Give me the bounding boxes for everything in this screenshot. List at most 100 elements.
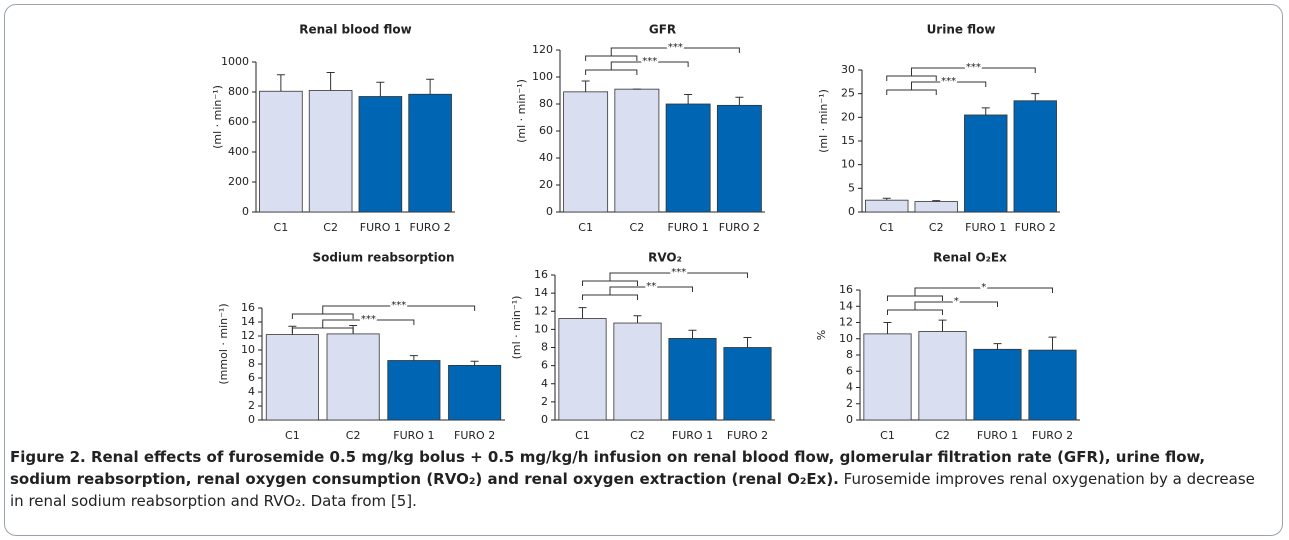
y-tick-label: 2: [541, 395, 548, 408]
y-tick-label: 2: [248, 399, 255, 412]
significance-label: ***: [966, 62, 981, 73]
error-bar: [883, 322, 892, 334]
significance-label: ***: [391, 300, 406, 311]
bar: [1028, 349, 1077, 421]
error-bar: [276, 74, 285, 92]
y-axis-label: (ml · min⁻¹): [817, 89, 830, 153]
error-bar: [633, 315, 642, 324]
y-tick-label: 15: [841, 134, 855, 147]
frame: [4, 4, 1283, 536]
bar: [259, 90, 303, 213]
significance-bracket: [887, 301, 998, 315]
bar: [865, 199, 909, 213]
significance-label: **: [646, 281, 656, 292]
significance-label: ***: [361, 314, 376, 325]
error-bar: [882, 197, 891, 201]
y-tick-label: 14: [534, 286, 548, 299]
error-bar: [581, 80, 590, 92]
bar: [716, 104, 762, 213]
significance-bracket: [887, 287, 1053, 301]
bar: [863, 333, 912, 421]
error-bar: [938, 319, 947, 332]
chart-title: RVO₂: [648, 251, 682, 265]
chart-title: GFR: [649, 23, 676, 37]
chart-title: Renal blood flow: [299, 23, 412, 37]
significance-bracket: [291, 319, 415, 333]
x-tick-label: FURO 1: [360, 221, 401, 234]
significance-bracket: [585, 61, 689, 75]
y-tick-label: 30: [841, 63, 855, 76]
significance-bracket: [886, 81, 987, 95]
caption: Figure 2. Renal effects of furosemide 0.…: [10, 446, 1270, 512]
bar: [558, 318, 607, 421]
y-tick-label: 0: [846, 413, 853, 426]
x-tick-label: C1: [578, 221, 593, 234]
y-tick-label: 80: [539, 97, 553, 110]
y-tick-label: 10: [841, 158, 855, 171]
y-tick-label: 12: [839, 316, 853, 329]
x-tick-label: C2: [630, 221, 645, 234]
error-bar: [932, 200, 941, 202]
bar: [914, 201, 958, 213]
y-tick-label: 5: [848, 181, 855, 194]
x-tick-label: FURO 1: [672, 429, 713, 440]
y-tick-label: 6: [846, 364, 853, 377]
y-tick-label: 0: [541, 413, 548, 426]
x-tick-label: FURO 2: [1015, 221, 1056, 234]
y-tick-label: 0: [546, 205, 553, 218]
x-tick-label: FURO 2: [719, 221, 760, 234]
y-axis-label: (ml · min⁻¹): [510, 296, 523, 360]
bar: [964, 114, 1008, 213]
y-tick-label: 120: [532, 43, 553, 56]
caption-bold: Figure 2. Renal effects of furosemide 0.…: [10, 448, 1206, 488]
y-tick-label: 10: [839, 332, 853, 345]
x-tick-label: C1: [575, 429, 590, 440]
y-tick-label: 16: [241, 301, 255, 314]
error-bar: [578, 307, 587, 319]
x-tick-label: FURO 2: [410, 221, 451, 234]
significance-label: ***: [671, 267, 686, 278]
y-axis-label: %: [815, 330, 828, 340]
y-tick-label: 14: [241, 315, 255, 328]
x-tick-label: C1: [879, 221, 894, 234]
chart-title: Urine flow: [927, 23, 996, 37]
x-tick-label: C1: [880, 429, 895, 440]
significance-bracket: [582, 286, 693, 300]
y-tick-label: 6: [248, 371, 255, 384]
y-tick-label: 14: [839, 299, 853, 312]
x-tick-label: C2: [929, 221, 944, 234]
y-tick-label: 400: [228, 145, 249, 158]
bar: [614, 88, 660, 213]
y-tick-label: 16: [839, 283, 853, 296]
significance-bracket: [886, 67, 1036, 81]
y-tick-label: 4: [541, 377, 548, 390]
bar: [563, 91, 609, 213]
x-tick-label: C2: [935, 429, 950, 440]
significance-bracket: [585, 47, 740, 61]
significance-label: ***: [941, 76, 956, 87]
y-axis-label: (ml · min⁻¹): [211, 85, 224, 149]
bar: [723, 347, 772, 421]
x-tick-label: C2: [630, 429, 645, 440]
error-bar: [470, 360, 479, 366]
bar: [665, 103, 711, 213]
error-bar: [426, 78, 435, 95]
significance-label: ***: [642, 56, 657, 67]
y-tick-label: 6: [541, 359, 548, 372]
y-tick-label: 20: [841, 110, 855, 123]
error-bar: [684, 94, 693, 104]
x-tick-label: FURO 2: [454, 429, 495, 440]
caption-text: Furosemide improves renal oxygenation by…: [10, 470, 1255, 510]
figure: Renal blood flow(ml · min⁻¹)020040060080…: [211, 23, 1080, 440]
y-tick-label: 10: [534, 322, 548, 335]
y-tick-label: 0: [848, 205, 855, 218]
y-tick-label: 8: [541, 341, 548, 354]
y-axis-label: (mmol · min⁻¹): [217, 303, 230, 384]
bar: [613, 322, 662, 421]
bar: [387, 360, 441, 421]
significance-label: *: [954, 296, 959, 307]
y-tick-label: 8: [248, 357, 255, 370]
error-bar: [993, 343, 1002, 350]
bar: [358, 96, 403, 213]
y-tick-label: 12: [241, 329, 255, 342]
